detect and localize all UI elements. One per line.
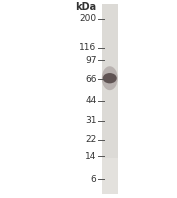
Text: kDa: kDa — [75, 2, 96, 12]
Text: 66: 66 — [85, 75, 96, 84]
Text: 22: 22 — [85, 135, 96, 144]
Text: 200: 200 — [79, 14, 96, 23]
Text: 44: 44 — [85, 96, 96, 106]
Text: 14: 14 — [85, 152, 96, 161]
Text: 116: 116 — [79, 43, 96, 52]
Ellipse shape — [102, 66, 118, 90]
Ellipse shape — [103, 73, 117, 83]
Bar — [102, 4, 118, 194]
Text: 31: 31 — [85, 116, 96, 125]
Text: 6: 6 — [91, 175, 96, 184]
Bar — [102, 158, 118, 194]
Text: 97: 97 — [85, 56, 96, 65]
